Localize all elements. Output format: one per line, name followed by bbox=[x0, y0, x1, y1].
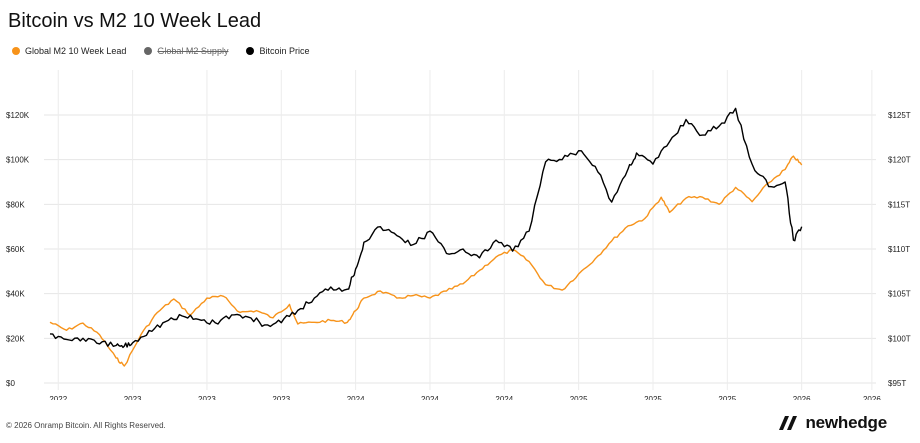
right-tick-label: $115T bbox=[888, 200, 910, 209]
legend-dot-m2-supply bbox=[144, 47, 153, 55]
right-axis: $95T $100T $105T $110T $115T $120T $125T bbox=[888, 111, 911, 388]
x-tick-label: 2024 bbox=[347, 395, 365, 400]
grid-lines bbox=[44, 70, 876, 390]
newhedge-logo-icon bbox=[779, 416, 798, 430]
right-tick-label: $100T bbox=[888, 334, 911, 343]
left-tick-label: $120K bbox=[6, 111, 30, 120]
copyright-footer: © 2026 Onramp Bitcoin. All Rights Reserv… bbox=[6, 421, 166, 430]
legend-item-m2-supply[interactable]: Global M2 Supply bbox=[144, 46, 228, 56]
left-tick-label: $100K bbox=[6, 156, 30, 165]
chart-title: Bitcoin vs M2 10 Week Lead bbox=[8, 10, 262, 32]
left-tick-label: $40K bbox=[6, 290, 25, 299]
x-tick-label: 2025 bbox=[644, 395, 662, 400]
x-tick-label: 2023 bbox=[124, 395, 142, 400]
legend-label-bitcoin-price: Bitcoin Price bbox=[259, 46, 310, 56]
x-tick-label: 2026 bbox=[793, 395, 811, 400]
chart-area[interactable]: $0 $20K $40K $60K $80K $100K $120K $95T $100T $1… bbox=[0, 60, 920, 400]
x-tick-label: 2024 bbox=[421, 395, 439, 400]
right-tick-label: $120T bbox=[888, 156, 911, 165]
x-tick-label: 2026 bbox=[863, 395, 881, 400]
legend-item-m2-lead[interactable]: Global M2 10 Week Lead bbox=[12, 46, 126, 56]
left-tick-label: $0 bbox=[6, 379, 15, 388]
legend-label-m2-lead: Global M2 10 Week Lead bbox=[25, 46, 127, 56]
x-tick-label: 2022 bbox=[49, 395, 67, 400]
right-tick-label: $110T bbox=[888, 245, 910, 254]
brand-name: newhedge bbox=[805, 413, 887, 432]
chart-legend: Global M2 10 Week Lead Global M2 Supply … bbox=[12, 46, 309, 56]
x-axis: 2022 2023 2023 2023 2024 2024 2024 2025 2025 2025… bbox=[49, 395, 881, 400]
right-tick-label: $105T bbox=[888, 290, 911, 299]
bitcoin-price-line bbox=[49, 107, 803, 349]
x-tick-label: 2023 bbox=[272, 395, 290, 400]
x-tick-label: 2025 bbox=[718, 395, 736, 400]
legend-item-bitcoin-price[interactable]: Bitcoin Price bbox=[246, 46, 309, 56]
legend-label-m2-supply: Global M2 Supply bbox=[157, 46, 229, 56]
x-tick-label: 2023 bbox=[198, 395, 216, 400]
x-tick-label: 2024 bbox=[495, 395, 513, 400]
series-lines bbox=[49, 107, 803, 367]
right-tick-label: $125T bbox=[888, 111, 911, 120]
left-tick-label: $80K bbox=[6, 200, 25, 209]
left-tick-label: $60K bbox=[6, 245, 25, 254]
brand-logo[interactable]: newhedge bbox=[779, 413, 887, 433]
left-axis: $0 $20K $40K $60K $80K $100K $120K bbox=[6, 111, 30, 388]
legend-dot-bitcoin-price bbox=[246, 47, 255, 55]
global-m2-10-week-lead-line bbox=[49, 155, 803, 367]
left-tick-label: $20K bbox=[6, 334, 25, 343]
x-tick-label: 2025 bbox=[570, 395, 588, 400]
legend-dot-m2-lead bbox=[12, 47, 20, 55]
right-tick-label: $95T bbox=[888, 379, 906, 388]
